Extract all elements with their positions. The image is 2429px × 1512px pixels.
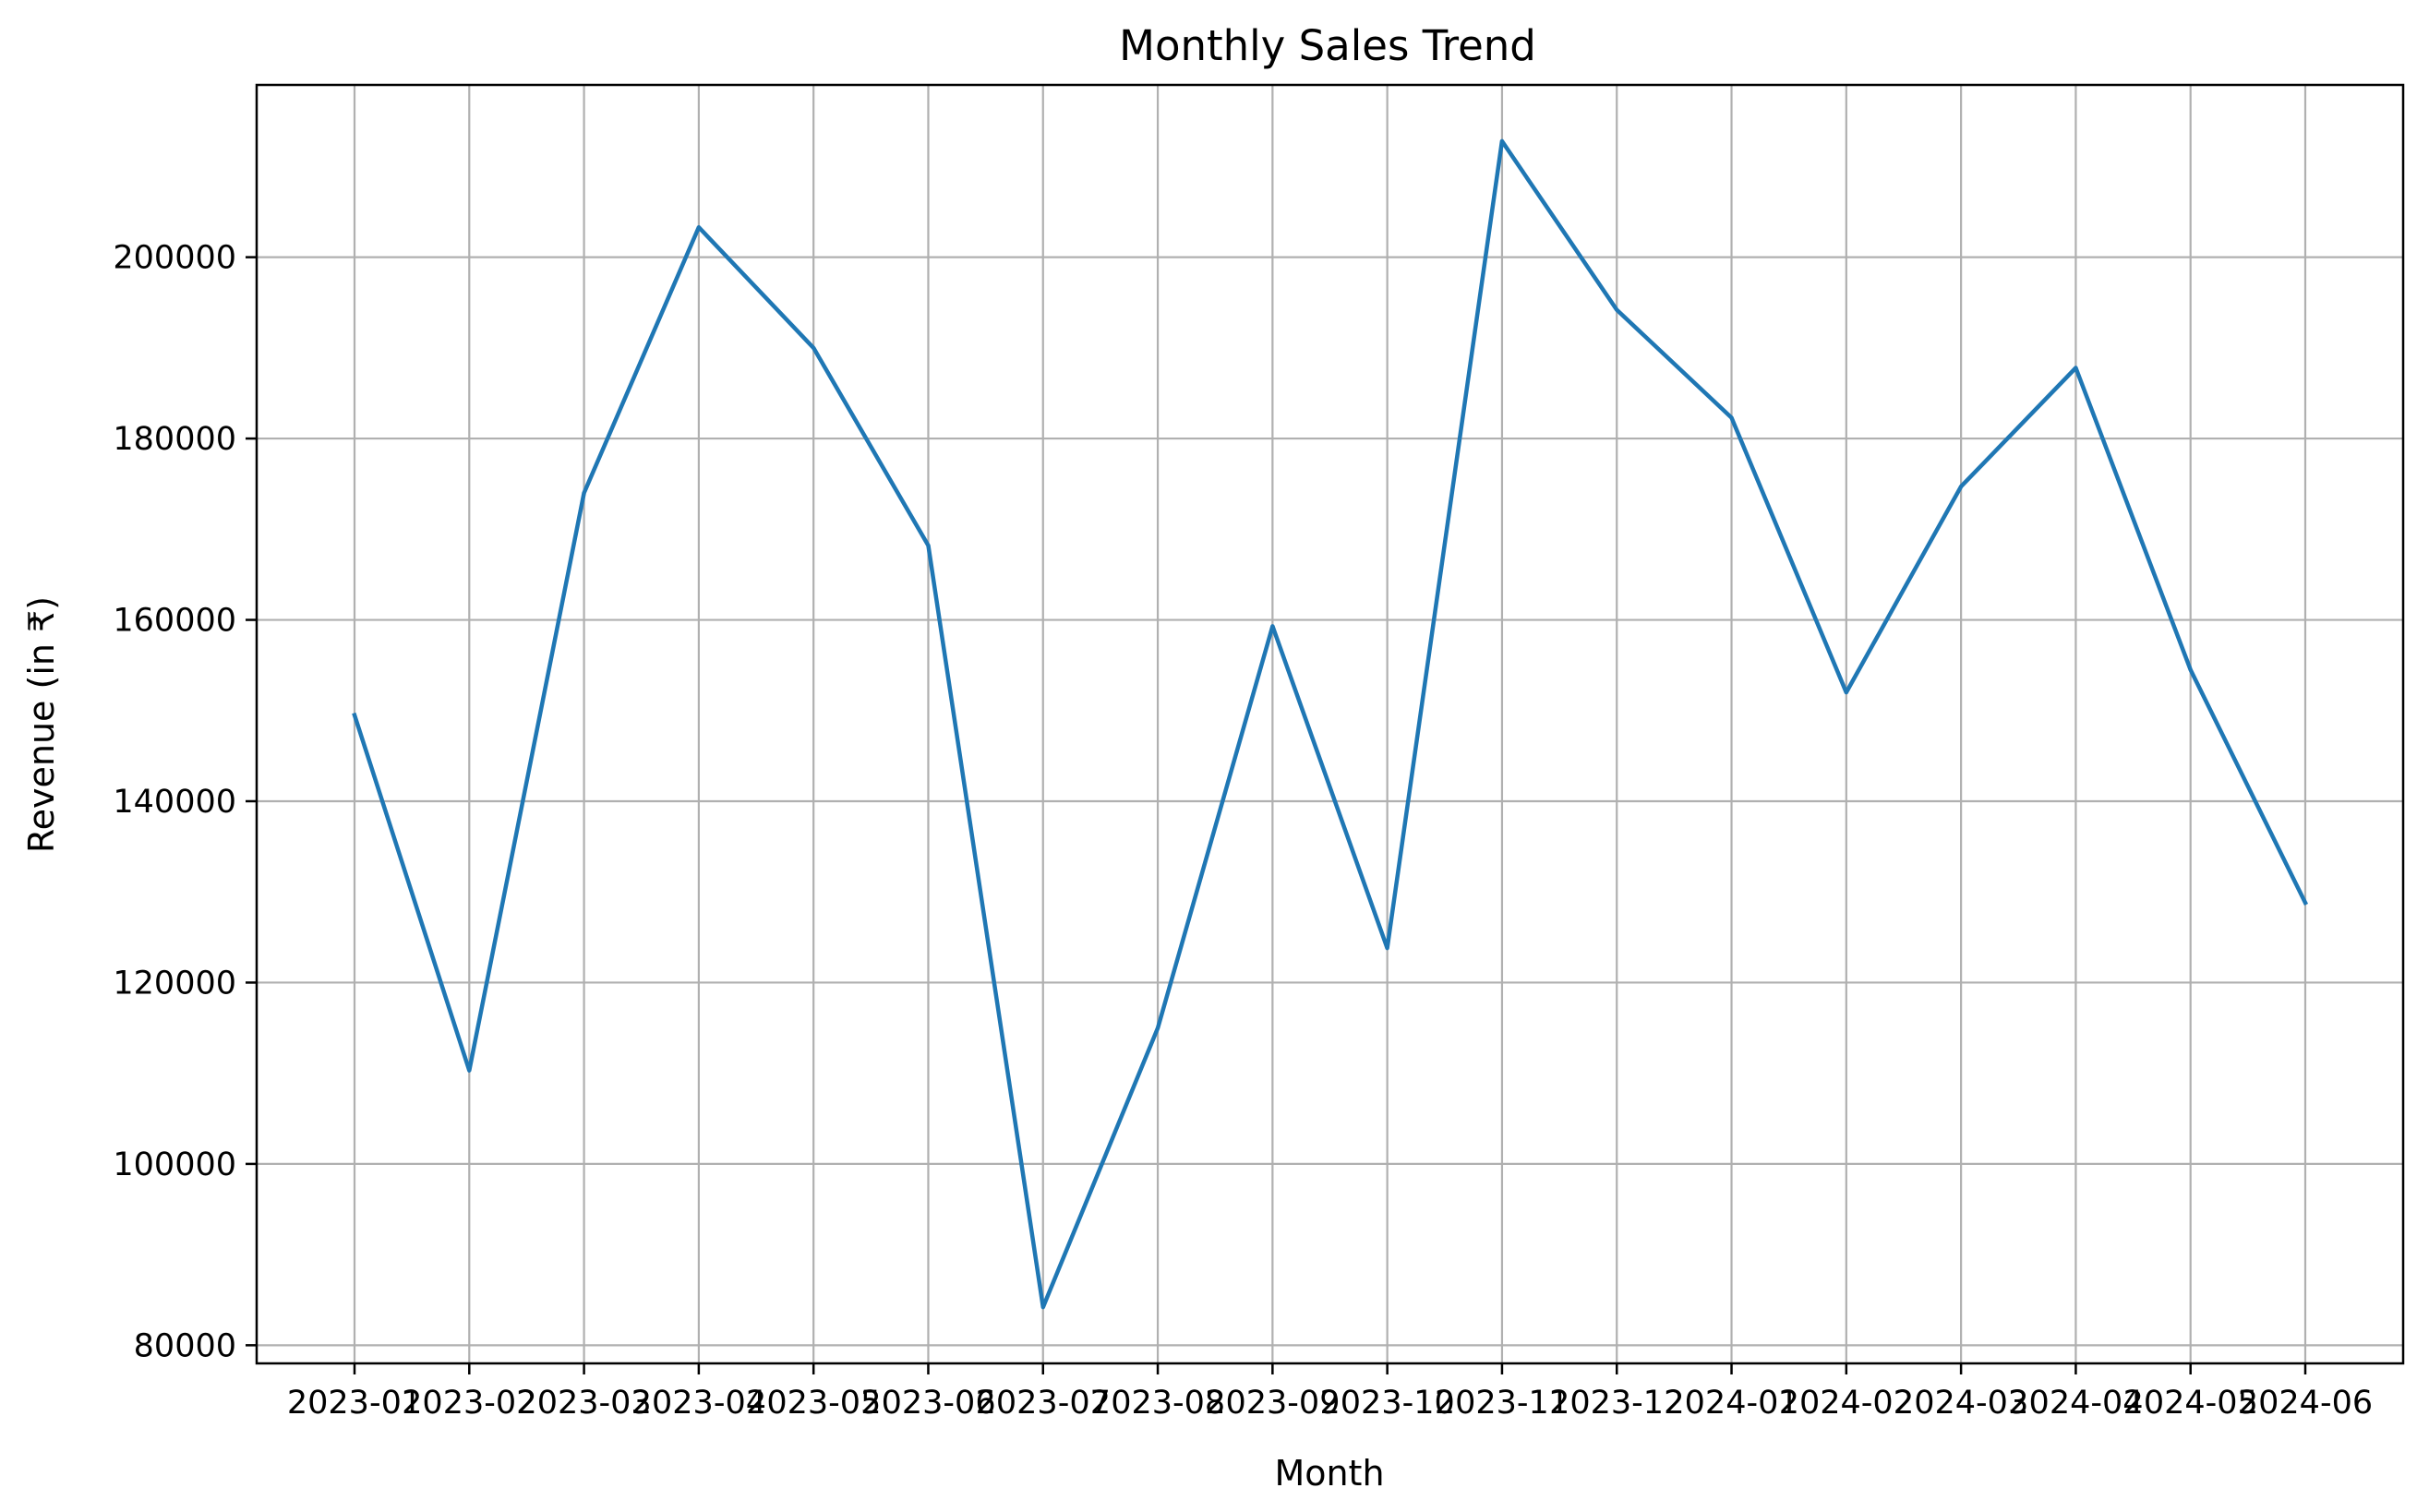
series-line bbox=[352, 138, 2309, 1310]
x-tick-label: 2023-03 bbox=[516, 1385, 651, 1422]
x-tick-label: 2023-10 bbox=[1320, 1385, 1455, 1422]
x-tick-label: 2023-01 bbox=[287, 1385, 422, 1422]
x-tick-label: 2024-03 bbox=[1894, 1385, 2028, 1422]
x-tick-label: 2023-04 bbox=[631, 1385, 766, 1422]
x-tick-label: 2023-02 bbox=[402, 1385, 536, 1422]
grid-lines bbox=[257, 85, 2403, 1363]
series-layer bbox=[352, 138, 2309, 1310]
y-tick-label: 140000 bbox=[113, 784, 236, 821]
x-tick-label: 2023-11 bbox=[1435, 1385, 1569, 1422]
x-axis-label: Month bbox=[1274, 1453, 1384, 1494]
y-axis-ticks: 80000 100000 120000 140000 160000 180000 20000… bbox=[113, 240, 257, 1364]
x-tick-label: 2024-05 bbox=[2123, 1385, 2258, 1422]
x-tick-label: 2024-01 bbox=[1664, 1385, 1798, 1422]
x-tick-label: 2023-06 bbox=[860, 1385, 995, 1422]
x-tick-label: 2023-07 bbox=[976, 1385, 1111, 1422]
x-tick-label: 2023-09 bbox=[1205, 1385, 1340, 1422]
y-axis-label: Revenue (in ₹) bbox=[21, 596, 62, 853]
y-tick-label: 160000 bbox=[113, 603, 236, 640]
x-tick-label: 2024-04 bbox=[2008, 1385, 2143, 1422]
x-axis-ticks: 2023-012023-022023-032023-042023-052023-… bbox=[287, 1363, 2373, 1422]
y-tick-label: 100000 bbox=[113, 1146, 236, 1183]
x-tick-label: 2023-12 bbox=[1549, 1385, 1684, 1422]
y-tick-label: 120000 bbox=[113, 965, 236, 1002]
y-tick-label: 80000 bbox=[134, 1327, 236, 1364]
plot-frame bbox=[255, 83, 2405, 1365]
x-tick-label: 2024-06 bbox=[2238, 1385, 2373, 1422]
chart-title: Monthly Sales Trend bbox=[1119, 21, 1536, 70]
x-tick-label: 2023-08 bbox=[1090, 1385, 1225, 1422]
x-tick-label: 2024-02 bbox=[1779, 1385, 1914, 1422]
x-tick-label: 2023-05 bbox=[746, 1385, 881, 1422]
y-tick-label: 180000 bbox=[113, 421, 236, 458]
y-tick-label: 200000 bbox=[113, 240, 236, 277]
